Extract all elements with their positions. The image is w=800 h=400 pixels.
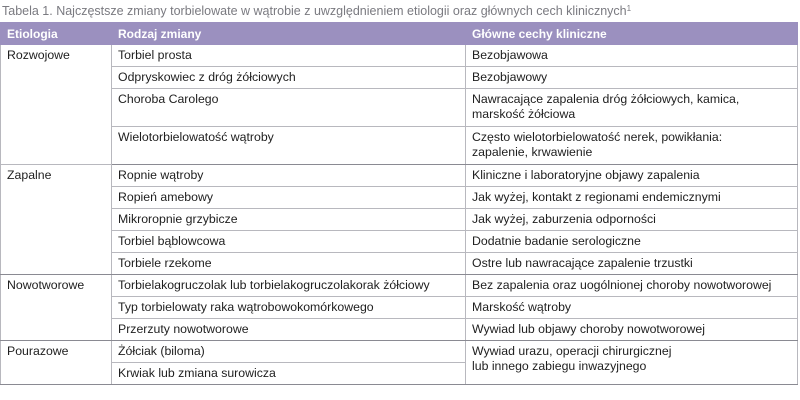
change-cell: Ropnie wątroby	[111, 164, 466, 187]
etiology-cell: Pourazowe	[0, 340, 112, 385]
features-cell: Wywiad urazu, operacji chirurgicznej lub…	[465, 340, 798, 385]
features-cell: Bezobjawowa	[465, 44, 798, 67]
features-cell: Kliniczne i laboratoryjne objawy zapalen…	[465, 164, 798, 187]
caption-text: Tabela 1. Najczęstsze zmiany torbielowat…	[2, 4, 627, 18]
change-cell: Torbielakogruczolak lub torbielakogruczo…	[111, 274, 466, 297]
table-row: Rozwojowe Torbiel prosta Bezobjawowa	[0, 44, 798, 165]
change-cell: Żółciak (biloma)	[111, 340, 466, 363]
change-cell: Torbiel prosta	[111, 44, 466, 67]
change-cell: Typ torbielowaty raka wątrobowokomórkowe…	[111, 296, 466, 319]
features-cell: Często wielotorbielowatość nerek, powikł…	[465, 126, 798, 165]
table-row: Ropień amebowy Jak wyżej, kontakt z regi…	[1, 186, 798, 209]
features-cell: Nawracające zapalenia dróg żółciowych, k…	[465, 88, 798, 127]
table-row: Odpryskowiec z dróg żółciowych Bezobjawo…	[1, 66, 798, 89]
table-row: Mikroropnie grzybicze Jak wyżej, zaburze…	[1, 208, 798, 231]
features-cell: Jak wyżej, kontakt z regionami endemiczn…	[465, 186, 798, 209]
etiology-table: Etiologia Rodzaj zmiany Główne cechy kli…	[0, 22, 798, 385]
etiology-cell: Nowotworowe	[0, 274, 112, 341]
table-row: Pourazowe Żółciak (biloma) Wywiad urazu,…	[0, 340, 798, 385]
table-row: Choroba Carolego Nawracające zapalenia d…	[1, 88, 798, 127]
table-row: Zapalne Ropnie wątroby Kliniczne i labor…	[0, 164, 798, 275]
table-row: Przerzuty nowotworowe Wywiad lub objawy …	[1, 318, 798, 341]
table-row: Torbiel bąblowcowa Dodatnie badanie sero…	[1, 230, 798, 253]
change-cell: Ropień amebowy	[111, 186, 466, 209]
change-cell: Choroba Carolego	[111, 88, 466, 127]
table-row: Typ torbielowaty raka wątrobowokomórkowe…	[1, 296, 798, 319]
features-cell: Marskość wątroby	[465, 296, 798, 319]
table-row: Nowotworowe Torbielakogruczolak lub torb…	[0, 274, 798, 341]
table-caption: Tabela 1. Najczęstsze zmiany torbielowat…	[0, 0, 800, 22]
table-row: Wielotorbielowatość wątroby Często wielo…	[1, 126, 798, 165]
header-etiology: Etiologia	[0, 22, 112, 45]
features-cell: Jak wyżej, zaburzenia odporności	[465, 208, 798, 231]
etiology-cell: Rozwojowe	[0, 44, 112, 165]
change-cell: Torbiel bąblowcowa	[111, 230, 466, 253]
change-cell: Wielotorbielowatość wątroby	[111, 126, 466, 165]
features-cell: Ostre lub nawracające zapalenie trzustki	[465, 252, 798, 275]
header-clinical-features: Główne cechy kliniczne	[465, 22, 798, 45]
change-cell: Krwiak lub zmiana surowicza	[111, 362, 466, 385]
table-header-row: Etiologia Rodzaj zmiany Główne cechy kli…	[0, 22, 798, 45]
change-cell: Odpryskowiec z dróg żółciowych	[111, 66, 466, 89]
features-cell: Bez zapalenia oraz uogólnionej choroby n…	[465, 274, 798, 297]
features-cell: Wywiad lub objawy choroby nowotworowej	[465, 318, 798, 341]
features-cell: Bezobjawowy	[465, 66, 798, 89]
table-row: Torbiele rzekome Ostre lub nawracające z…	[1, 252, 798, 275]
header-change-type: Rodzaj zmiany	[111, 22, 466, 45]
etiology-cell: Zapalne	[0, 164, 112, 275]
change-cell: Torbiele rzekome	[111, 252, 466, 275]
change-cell: Przerzuty nowotworowe	[111, 318, 466, 341]
table-row: Krwiak lub zmiana surowicza	[1, 362, 798, 385]
caption-footnote-mark: 1	[626, 4, 632, 13]
features-cell: Dodatnie badanie serologiczne	[465, 230, 798, 253]
change-cell: Mikroropnie grzybicze	[111, 208, 466, 231]
